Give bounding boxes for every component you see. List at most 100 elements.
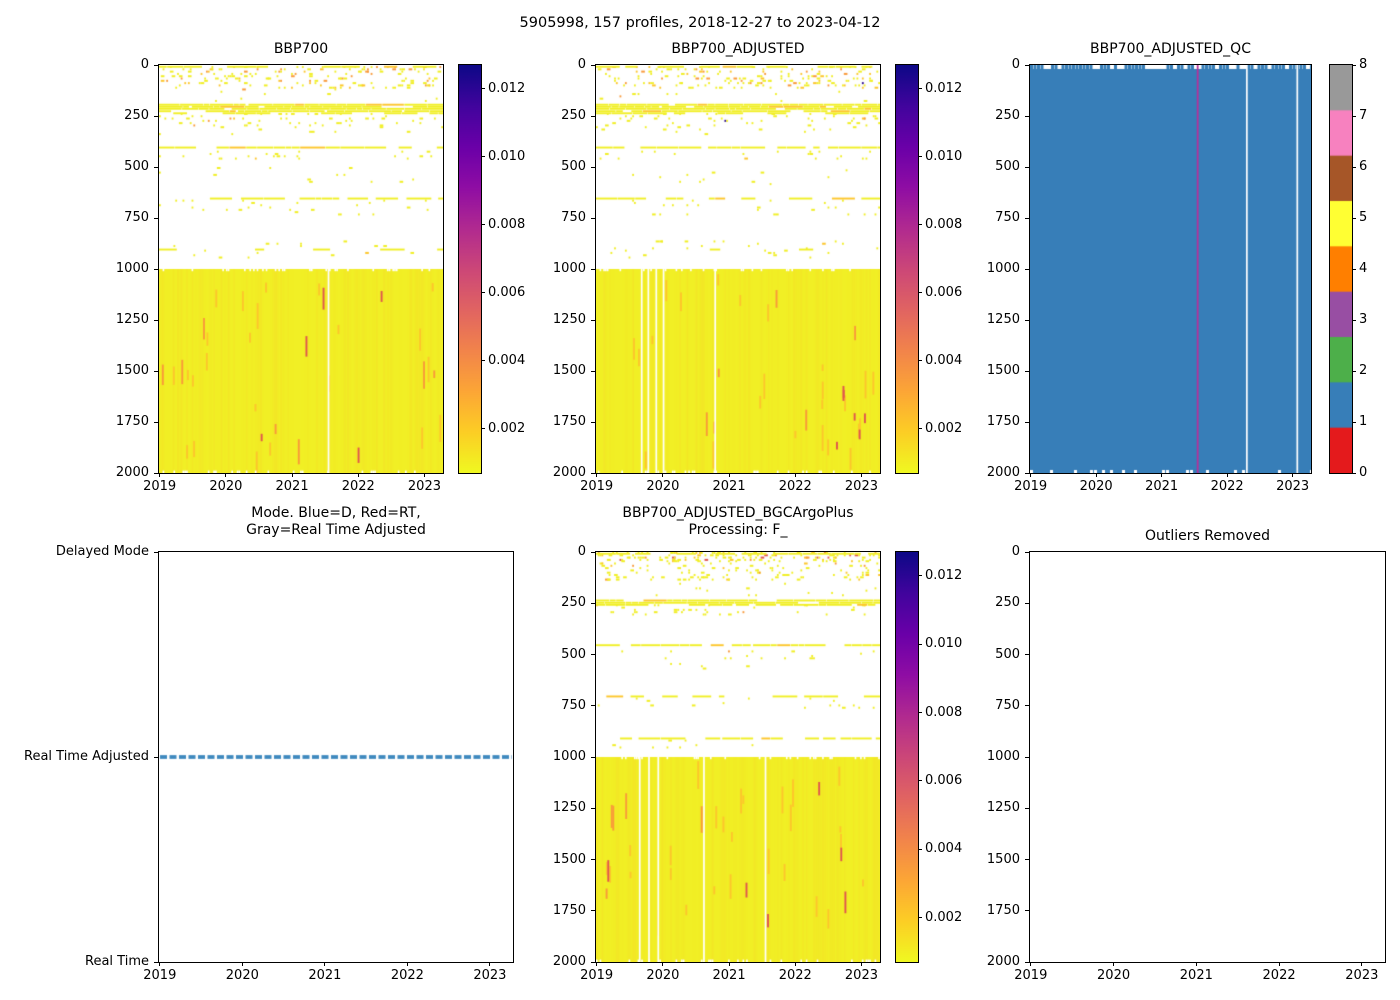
y-tick-mark bbox=[1025, 705, 1029, 707]
x-tick-mark bbox=[662, 962, 664, 966]
y-tick-label: 1000 bbox=[552, 749, 586, 764]
y-tick-label: 1500 bbox=[552, 851, 586, 867]
y-tick-mark bbox=[154, 961, 158, 963]
y-tick-mark bbox=[1025, 807, 1029, 809]
x-tick-mark bbox=[357, 473, 359, 477]
y-tick-mark bbox=[154, 472, 158, 474]
y-tick-mark bbox=[591, 64, 595, 66]
y-tick-mark bbox=[1025, 756, 1029, 758]
y-tick-mark bbox=[1025, 370, 1029, 372]
y-tick-mark bbox=[1025, 319, 1029, 321]
colorbar-tick-label: 0.012 bbox=[925, 80, 963, 96]
y-tick-mark bbox=[154, 115, 158, 117]
y-tick-label: 1750 bbox=[986, 414, 1020, 429]
y-tick-label: 2000 bbox=[552, 954, 586, 969]
y-tick-label: 750 bbox=[124, 210, 149, 225]
y-tick-mark bbox=[154, 319, 158, 321]
x-tick-label: 2023 bbox=[407, 479, 441, 494]
colorbar-tick-mark bbox=[918, 428, 922, 430]
y-tick-label: 0 bbox=[577, 57, 586, 72]
y-tick-label: 2000 bbox=[115, 465, 149, 480]
qc-colorbar-tick-label: 2 bbox=[1359, 363, 1368, 378]
x-tick-mark bbox=[728, 962, 730, 966]
x-tick-mark bbox=[1095, 473, 1097, 477]
x-tick-label: 2020 bbox=[209, 479, 243, 494]
colorbar-tick-label: 0.008 bbox=[925, 216, 963, 232]
y-tick-mark bbox=[591, 654, 595, 655]
y-tick-mark bbox=[591, 319, 595, 321]
x-tick-label: 2021 bbox=[1179, 968, 1213, 983]
qc-colorbar-tick-label: 1 bbox=[1359, 414, 1368, 429]
y-tick-label: 500 bbox=[561, 159, 586, 174]
x-tick-label: 2019 bbox=[580, 968, 614, 983]
colorbar-tick-mark bbox=[918, 917, 922, 919]
qc-colorbar-tick-label: 0 bbox=[1359, 465, 1368, 480]
x-tick-mark bbox=[860, 473, 862, 477]
colorbar-tick-mark bbox=[918, 156, 922, 158]
y-tick-label: 750 bbox=[995, 697, 1020, 713]
qc-colorbar-tick-label: 6 bbox=[1359, 159, 1368, 174]
y-tick-mark bbox=[591, 859, 595, 860]
x-tick-label: 2020 bbox=[1097, 968, 1131, 983]
y-tick-label: 1500 bbox=[986, 363, 1020, 378]
x-tick-label: 2020 bbox=[1079, 479, 1113, 494]
colorbar-tick-mark bbox=[918, 88, 922, 90]
y-tick-label: 0 bbox=[1011, 57, 1020, 72]
y-tick-mark bbox=[591, 961, 595, 963]
colorbar-tick-label: 0.006 bbox=[925, 284, 963, 300]
x-tick-label: 2021 bbox=[275, 479, 309, 494]
x-tick-mark bbox=[1226, 473, 1228, 477]
y-tick-mark bbox=[591, 370, 595, 372]
x-tick-mark bbox=[1361, 962, 1363, 966]
x-tick-mark bbox=[159, 473, 161, 477]
x-tick-label: 2019 bbox=[1014, 479, 1048, 494]
mode-y-tick-label: Real Time Adjusted bbox=[24, 749, 149, 764]
x-tick-label: 2023 bbox=[844, 479, 878, 494]
y-tick-mark bbox=[154, 217, 158, 219]
x-tick-label: 2022 bbox=[778, 968, 812, 983]
qc-colorbar-tick-label: 5 bbox=[1359, 210, 1368, 225]
x-tick-label: 2022 bbox=[1262, 968, 1296, 983]
colorbar-tick-label: 0.010 bbox=[488, 148, 526, 164]
bgcargoplus-title-line-1: BBP700_ADJUSTED_BGCArgoPlus bbox=[622, 505, 854, 521]
plot-area-bgcargoplus bbox=[595, 551, 881, 963]
colorbar-tick-label: 0.004 bbox=[488, 352, 526, 368]
y-tick-mark bbox=[1025, 115, 1029, 117]
x-tick-mark bbox=[1195, 962, 1197, 966]
plot-area-bbp700-adjusted bbox=[595, 64, 881, 474]
subplot-title-mode: Mode. Blue=D, Red=RT, Gray=Real Time Adj… bbox=[76, 505, 596, 539]
y-tick-mark bbox=[591, 166, 595, 168]
y-tick-label: 750 bbox=[561, 697, 586, 713]
qc-colorbar-tick-mark bbox=[1352, 421, 1356, 423]
mode-title-line-1: Mode. Blue=D, Red=RT, bbox=[251, 505, 421, 521]
colorbar-qc bbox=[1329, 64, 1353, 474]
x-tick-mark bbox=[225, 473, 227, 477]
y-tick-mark bbox=[154, 421, 158, 423]
colorbar-tick-mark bbox=[918, 360, 922, 362]
x-tick-mark bbox=[1113, 962, 1115, 966]
y-tick-label: 1000 bbox=[115, 261, 149, 276]
x-tick-mark bbox=[1161, 473, 1163, 477]
subplot-title-bbp700: BBP700 bbox=[273, 41, 329, 57]
y-tick-label: 1500 bbox=[986, 851, 1020, 867]
qc-colorbar-tick-mark bbox=[1352, 115, 1356, 117]
colorbar-tick-label: 0.006 bbox=[925, 772, 963, 788]
x-tick-mark bbox=[662, 473, 664, 477]
y-tick-label: 0 bbox=[140, 57, 149, 72]
x-tick-label: 2020 bbox=[225, 968, 259, 983]
x-tick-label: 2023 bbox=[1276, 479, 1310, 494]
colorbar-tick-label: 0.012 bbox=[925, 567, 963, 583]
y-tick-mark bbox=[591, 705, 595, 707]
x-tick-mark bbox=[1278, 962, 1280, 966]
colorbar-tick-label: 0.004 bbox=[925, 352, 963, 368]
y-tick-label: 1250 bbox=[986, 800, 1020, 816]
y-tick-label: 1000 bbox=[552, 261, 586, 276]
y-tick-mark bbox=[1025, 268, 1029, 270]
x-tick-mark bbox=[860, 962, 862, 966]
bgcargoplus-heatmap-canvas bbox=[596, 552, 880, 962]
y-tick-label: 500 bbox=[995, 159, 1020, 174]
x-tick-label: 2022 bbox=[1210, 479, 1244, 494]
y-tick-label: 1750 bbox=[986, 902, 1020, 918]
colorbar-tick-mark bbox=[918, 712, 922, 714]
colorbar-tick-label: 0.006 bbox=[488, 284, 526, 300]
